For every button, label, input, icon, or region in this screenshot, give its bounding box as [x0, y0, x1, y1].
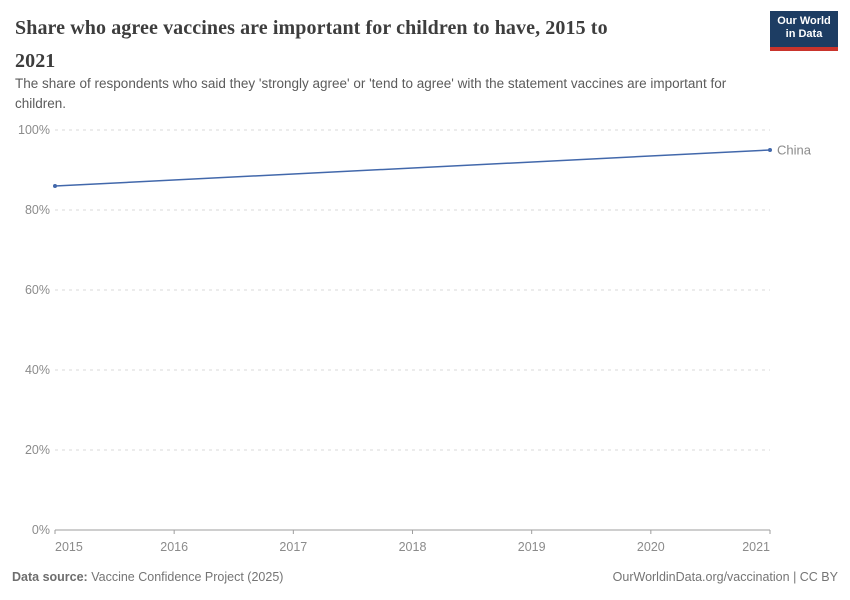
- y-tick-label: 40%: [25, 363, 50, 377]
- chart-footer: Data source: Vaccine Confidence Project …: [12, 568, 838, 586]
- y-axis-tick-labels: 0% 20% 40% 60% 80% 100%: [18, 123, 50, 537]
- chart-subtitle: The share of respondents who said they '…: [15, 74, 830, 114]
- x-axis-tick-labels: 2015 2016 2017 2018 2019 2020 2021: [55, 540, 770, 554]
- x-tick-label: 2015: [55, 540, 83, 554]
- owid-logo-line1: Our World: [777, 15, 831, 27]
- china-line: [54, 149, 771, 187]
- x-axis: [54, 529, 771, 534]
- line-end-dot: [768, 148, 772, 152]
- y-tick-label: 100%: [18, 123, 50, 137]
- y-tick-label: 0%: [32, 523, 50, 537]
- x-tick-label: 2017: [279, 540, 307, 554]
- chart-title-line1: Share who agree vaccines are important f…: [15, 17, 608, 39]
- x-tick-label: 2021: [742, 540, 770, 554]
- entity-label-china: China: [777, 143, 812, 158]
- x-tick-label: 2020: [637, 540, 665, 554]
- data-source-label: Data source:: [12, 570, 88, 584]
- line-chart: 0%20%40%60%80%100% 2015 2016 2017 2018 2019 2…: [18, 123, 812, 554]
- y-tick-label: 60%: [25, 283, 50, 297]
- gridlines: [55, 129, 770, 451]
- owid-logo[interactable]: Our World in Data: [770, 11, 838, 51]
- chart-title-line2: 2021: [15, 50, 56, 72]
- owid-logo-line2: in Data: [785, 28, 823, 40]
- x-tick-label: 2019: [518, 540, 546, 554]
- x-tick-label: 2018: [399, 540, 427, 554]
- line-start-dot: [53, 184, 57, 188]
- chart-title: Share who agree vaccines are important f…: [15, 12, 705, 78]
- data-source-value: Vaccine Confidence Project (2025): [87, 570, 284, 584]
- chart-subtitle-line1: The share of respondents who said they '…: [15, 76, 727, 91]
- credit-line[interactable]: OurWorldinData.org/vaccination | CC BY: [612, 570, 838, 584]
- y-tick-label: 20%: [25, 443, 50, 457]
- data-source: Data source: Vaccine Confidence Project …: [12, 568, 283, 586]
- chart-subtitle-line2: children.: [15, 96, 67, 111]
- x-tick-label: 2016: [160, 540, 188, 554]
- y-tick-label: 80%: [25, 203, 50, 217]
